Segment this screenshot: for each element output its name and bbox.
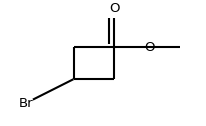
- Text: O: O: [144, 41, 154, 54]
- Text: O: O: [109, 2, 119, 15]
- Text: Br: Br: [19, 97, 33, 110]
